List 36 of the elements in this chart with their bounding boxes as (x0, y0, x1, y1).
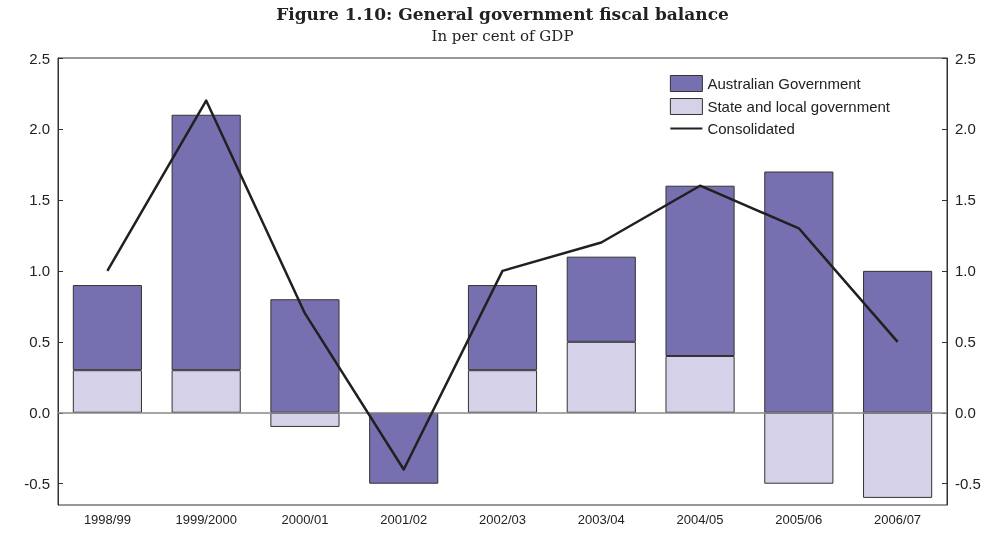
bar (764, 171, 834, 413)
bar (863, 412, 933, 498)
y-tick-label: 1.0 (29, 262, 50, 280)
chart-subtitle: In per cent of GDP (431, 26, 574, 45)
chart-title: Figure 1.10: General government fiscal balance (276, 3, 730, 24)
x-tick-label: 2001/02 (380, 512, 428, 527)
bar (863, 270, 933, 413)
y2-tick-label: 2.0 (955, 120, 976, 138)
y2-tick-label: -0.5 (955, 475, 981, 493)
line-series (106, 99, 899, 471)
x-tick-label: 1998/99 (83, 512, 131, 527)
x-tick-label: 2005/06 (775, 512, 823, 527)
y2-tick-label: 2.5 (955, 49, 976, 67)
y2-tick-label: 0.0 (955, 404, 976, 422)
x-tick-label: 1999/2000 (175, 512, 237, 527)
x-tick-label: 2002/03 (479, 512, 526, 527)
legend-label: State and local government (707, 98, 891, 115)
legend-label: Consolidated (707, 120, 795, 137)
bar (369, 412, 439, 484)
y2-tick-label: 1.0 (955, 262, 976, 280)
y2-tick-label: 1.5 (955, 191, 976, 209)
bar (764, 412, 834, 484)
x-tick-label: 2006/07 (874, 512, 922, 527)
y-tick-label: 2.0 (29, 120, 50, 138)
y-tick-label: 0.0 (29, 404, 50, 422)
legend-label: Australian Government (707, 75, 862, 92)
y-tick-label: 2.5 (29, 49, 50, 67)
y2-tick-label: 0.5 (955, 333, 976, 351)
bar (270, 412, 340, 427)
x-tick-label: 2003/04 (577, 512, 625, 527)
y-tick-label: -0.5 (24, 475, 50, 493)
x-tick-label: 2004/05 (676, 512, 724, 527)
y-tick-label: 0.5 (29, 333, 50, 351)
x-tick-label: 2000/01 (281, 512, 329, 527)
y-tick-label: 1.5 (29, 191, 50, 209)
bar (270, 299, 340, 413)
